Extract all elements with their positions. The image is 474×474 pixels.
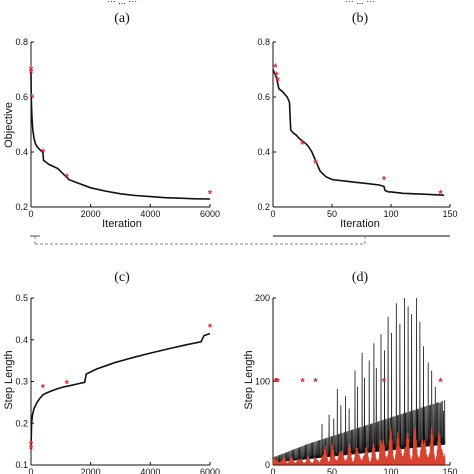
- marker-point: *: [29, 443, 34, 455]
- marker-point: *: [438, 377, 443, 389]
- marker-point: *: [382, 175, 387, 187]
- x-tick-label: 100: [383, 209, 398, 219]
- y-tick-label: 0.2: [15, 202, 28, 212]
- x-tick-label: 6000: [200, 209, 220, 219]
- marker-point: *: [41, 382, 46, 394]
- ylabel-a: Objective: [3, 102, 15, 148]
- panel-label-c: (c): [114, 270, 130, 285]
- marker-point: *: [65, 172, 70, 184]
- series-line-0: [273, 297, 446, 463]
- x-tick-label: 0: [28, 209, 33, 219]
- marker-point: *: [274, 377, 279, 389]
- y-tick-label: 0.6: [257, 92, 270, 102]
- marker-point: *: [300, 139, 305, 151]
- xlabel-a: Iteration: [102, 218, 142, 230]
- marker-point: *: [438, 188, 443, 200]
- marker-point: *: [29, 67, 34, 79]
- marker-point: *: [313, 377, 318, 389]
- panel-label-d: (d): [352, 270, 369, 285]
- marker-point: *: [273, 62, 278, 74]
- marker-point: *: [29, 439, 34, 451]
- y-tick-label: 0: [265, 460, 270, 470]
- marker-point: *: [276, 377, 281, 389]
- x-tick-label: 0: [28, 467, 33, 474]
- y-tick-label: 0.4: [257, 147, 270, 157]
- y-tick-label: 0.3: [15, 377, 28, 387]
- marker-point: *: [313, 158, 318, 170]
- ylabel-c: Step Length: [3, 350, 15, 409]
- marker-point: *: [29, 65, 34, 77]
- y-tick-label: 0.4: [15, 335, 28, 345]
- marker-point: *: [208, 322, 213, 334]
- x-tick-label: 4000: [140, 209, 160, 219]
- series-line-1: [272, 427, 446, 465]
- panel-label-b: (b): [352, 11, 369, 26]
- marker-point: *: [274, 70, 279, 82]
- x-tick-label: 2000: [81, 209, 101, 219]
- y-tick-label: 0.5: [15, 293, 28, 303]
- y-tick-label: 100: [255, 377, 270, 387]
- x-tick-label: 100: [383, 467, 398, 474]
- x-tick-label: 2000: [81, 467, 101, 474]
- y-tick-label: 0.1: [15, 460, 28, 470]
- y-tick-label: 200: [255, 293, 270, 303]
- x-tick-label: 6000: [200, 467, 220, 474]
- y-tick-label: 0.8: [15, 37, 28, 47]
- x-tick-label: 50: [327, 209, 337, 219]
- series-line-0: [30, 69, 211, 200]
- marker-point: *: [273, 377, 278, 389]
- y-tick-label: 0.8: [257, 37, 270, 47]
- x-tick-label: 0: [270, 209, 275, 219]
- series-line-0: [30, 332, 211, 449]
- marker-point: *: [65, 379, 70, 391]
- xlabel-b: Iteration: [340, 218, 380, 230]
- x-tick-label: 0: [270, 467, 275, 474]
- x-tick-label: 150: [442, 467, 457, 474]
- header-fragment-right: ··· ... ···: [345, 0, 376, 6]
- x-tick-label: 50: [327, 467, 337, 474]
- marker-point: *: [29, 92, 34, 104]
- series-line-0: [272, 69, 445, 196]
- y-tick-label: 0.4: [15, 147, 28, 157]
- y-tick-label: 0.2: [15, 418, 28, 428]
- zoom-bracket: [30, 235, 450, 245]
- marker-point: *: [41, 147, 46, 159]
- ylabel-d: Step Length: [243, 350, 255, 409]
- marker-point: *: [300, 377, 305, 389]
- x-tick-label: 4000: [140, 467, 160, 474]
- marker-point: *: [382, 377, 387, 389]
- y-tick-label: 0.6: [15, 92, 28, 102]
- panel-label-a: (a): [114, 11, 130, 26]
- header-fragment-left: ··· ... ···: [107, 0, 138, 6]
- marker-point: *: [208, 188, 213, 200]
- y-tick-label: 0.2: [257, 202, 270, 212]
- marker-point: *: [276, 76, 281, 88]
- x-tick-label: 150: [442, 209, 457, 219]
